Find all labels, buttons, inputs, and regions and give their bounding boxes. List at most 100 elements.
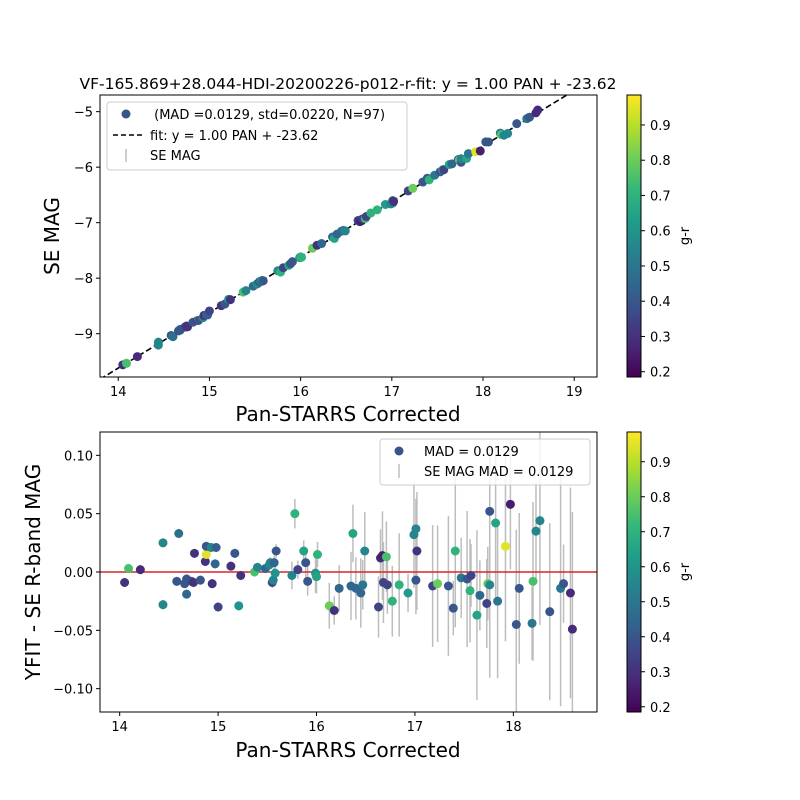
- top-data-point: [241, 286, 251, 296]
- bottom-data-point: [201, 550, 211, 559]
- top-colorbar-tick-label: 0.4: [650, 295, 671, 310]
- top-ylabel: SE MAG: [40, 197, 64, 275]
- bottom-data-point: [174, 529, 184, 538]
- bottom-plot-area: [100, 432, 597, 712]
- top-colorbar-label: g-r: [678, 226, 693, 245]
- top-legend-marker: [121, 109, 131, 119]
- bottom-data-point: [382, 580, 392, 590]
- top-data-point: [204, 306, 214, 316]
- bottom-colorbar-gradient: [626, 431, 642, 713]
- top-colorbar-gradient: [626, 94, 642, 378]
- bottom-data-point: [411, 524, 421, 534]
- bottom-colorbar-tick-label: 0.7: [650, 526, 671, 541]
- bottom-data-point: [252, 562, 262, 572]
- bottom-legend-box: [379, 438, 591, 486]
- bottom-ytick-label: 0.10: [64, 449, 93, 464]
- bottom-data-point: [230, 548, 240, 558]
- top-xtick-label: 17: [384, 385, 401, 400]
- top-panel: VF-165.869+28.044-HDI-20200226-p012-r-fi…: [40, 75, 617, 426]
- bottom-data-point: [559, 579, 569, 589]
- top-data-point: [389, 196, 399, 206]
- bottom-data-point: [511, 620, 521, 629]
- bottom-data-point: [475, 590, 485, 600]
- top-colorbar-tick-label: 0.3: [650, 330, 671, 345]
- top-plot-area: [102, 95, 569, 377]
- bottom-colorbar-tick-label: 0.6: [650, 561, 671, 576]
- top-ytick-label: −6: [74, 161, 93, 176]
- bottom-tick-group: 14 15 16 17 18 −0.10 −0.05 0.00 0.05 0.10: [53, 449, 521, 735]
- top-colorbar: 0.2 0.3 0.4 0.5 0.6 0.7 0.8 0.9 g-r: [626, 94, 693, 381]
- top-data-point: [287, 257, 297, 267]
- bottom-data-point: [312, 572, 322, 582]
- top-data-point: [340, 226, 350, 236]
- bottom-data-point: [528, 576, 538, 586]
- bottom-data-point: [293, 565, 303, 575]
- bottom-data-point: [567, 624, 577, 634]
- bottom-data-point: [482, 599, 492, 608]
- top-data-point: [533, 105, 543, 115]
- top-xtick-label: 16: [292, 385, 309, 400]
- top-data-point: [132, 352, 142, 362]
- bottom-data-point: [135, 565, 145, 575]
- bottom-data-point: [172, 576, 182, 586]
- bottom-data-point: [312, 550, 322, 559]
- bottom-data-point: [472, 610, 482, 620]
- bottom-xtick-label: 15: [210, 720, 227, 735]
- bottom-data-point: [505, 499, 515, 509]
- bottom-colorbar-tick-label: 0.2: [650, 701, 671, 716]
- bottom-legend: MAD = 0.0129 SE MAG MAD = 0.0129: [379, 438, 591, 486]
- bottom-data-point: [234, 601, 244, 611]
- bottom-data-point: [500, 541, 510, 551]
- bottom-data-point: [268, 575, 278, 585]
- bottom-ylabel: YFIT - SE R-band MAG: [21, 464, 45, 682]
- bottom-xtick-label: 16: [308, 720, 325, 735]
- bottom-data-point: [450, 546, 460, 556]
- bottom-data-point: [236, 571, 246, 580]
- bottom-data-point: [210, 559, 220, 569]
- bottom-xtick-label: 14: [111, 720, 128, 735]
- top-xtick-label: 14: [110, 385, 127, 400]
- bottom-ytick-label: −0.05: [53, 624, 93, 639]
- bottom-ytick-label: 0.05: [64, 508, 93, 523]
- bottom-colorbar-tick-label: 0.3: [650, 666, 671, 681]
- bottom-data-point: [334, 583, 344, 593]
- top-colorbar-tick-label: 0.6: [650, 225, 671, 240]
- bottom-data-point: [485, 580, 495, 590]
- bottom-data-point: [271, 546, 281, 556]
- bottom-data-point: [188, 578, 198, 587]
- top-data-point: [503, 129, 513, 139]
- bottom-data-point: [387, 596, 397, 606]
- bottom-colorbar-tick-label: 0.8: [650, 491, 671, 506]
- bottom-data-point: [403, 588, 413, 598]
- bottom-data-point: [158, 538, 168, 548]
- bottom-data-point: [493, 596, 503, 606]
- top-data-point: [121, 358, 131, 368]
- bottom-data-point: [124, 564, 134, 573]
- top-legend-label-fit: fit: y = 1.00 PAN + -23.62: [150, 129, 318, 144]
- top-ytick-label: −8: [74, 272, 93, 287]
- bottom-data-point: [182, 589, 192, 599]
- top-colorbar-tick-label: 0.9: [650, 119, 671, 134]
- bottom-data-point: [394, 580, 404, 590]
- top-xtick-label: 18: [475, 385, 492, 400]
- top-tick-group: 14 15 16 17 18 19 −9 −8 −7 −6 −5: [74, 106, 583, 400]
- bottom-data-point: [433, 579, 443, 589]
- bottom-data-point: [545, 607, 555, 617]
- bottom-data-point: [411, 575, 421, 585]
- bottom-data-point: [535, 516, 545, 526]
- top-data-point: [447, 159, 457, 169]
- bottom-xtick-label: 17: [407, 720, 424, 735]
- bottom-data-point: [448, 603, 458, 613]
- top-xtick-label: 15: [201, 385, 218, 400]
- top-data-point: [475, 146, 485, 156]
- bottom-data-point: [189, 548, 199, 558]
- bottom-data-point: [527, 618, 537, 628]
- bottom-data-point: [211, 543, 221, 552]
- bottom-data-point: [443, 581, 453, 591]
- bottom-data-point: [358, 580, 368, 590]
- bottom-data-point: [301, 558, 311, 568]
- bottom-legend-marker: [394, 446, 404, 456]
- top-data-point: [463, 149, 473, 159]
- top-legend-label-points: (MAD =0.0129, std=0.0220, N=97): [150, 108, 385, 123]
